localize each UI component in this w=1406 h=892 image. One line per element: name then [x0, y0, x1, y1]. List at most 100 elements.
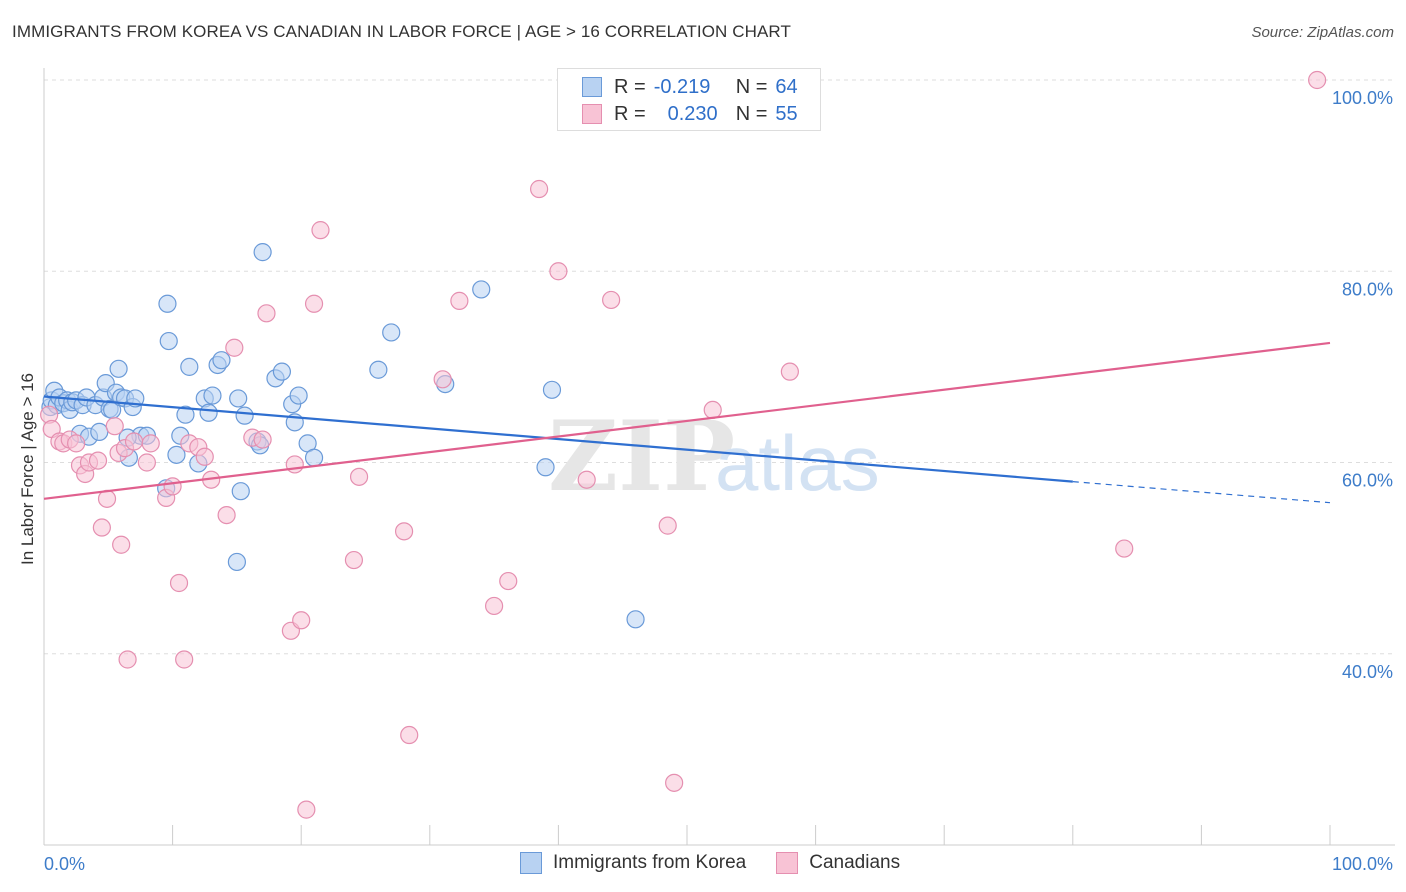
- point-korea: [231, 482, 250, 501]
- x-tick-label: 100.0%: [1332, 854, 1393, 874]
- y-tick-label: 100.0%: [1332, 88, 1393, 108]
- point-canadians: [344, 550, 364, 570]
- point-canadians: [225, 338, 244, 357]
- series-swatch-korea: [520, 852, 542, 874]
- point-canadians: [195, 447, 214, 466]
- point-canadians: [450, 291, 469, 310]
- legend-row-canadians: R = 0.230 N = 55: [582, 102, 798, 126]
- trendline-canadians: [43, 341, 1331, 500]
- series-legend-korea[interactable]: Immigrants from Korea: [520, 852, 746, 874]
- point-korea: [235, 406, 254, 425]
- legend-n-value-korea: 64: [775, 75, 798, 98]
- point-korea: [536, 458, 555, 477]
- y-tick-label: 80.0%: [1342, 279, 1393, 299]
- point-canadians: [297, 800, 316, 819]
- point-korea: [180, 357, 199, 376]
- point-canadians: [257, 304, 276, 323]
- x-tick-label: 0.0%: [44, 854, 85, 874]
- point-canadians: [285, 455, 304, 474]
- point-canadians: [292, 611, 311, 630]
- grid-lines: [44, 79, 1395, 655]
- legend-r-value-korea: -0.219: [653, 75, 711, 98]
- point-korea: [167, 445, 186, 464]
- point-canadians: [1308, 70, 1327, 90]
- legend-swatch-canadians: [582, 104, 602, 124]
- legend-n-label: N =: [735, 75, 768, 98]
- point-canadians: [67, 434, 86, 453]
- point-canadians: [665, 773, 684, 792]
- point-korea: [212, 351, 231, 370]
- point-canadians: [304, 294, 324, 313]
- y-tick-label: 60.0%: [1342, 471, 1393, 491]
- source-credit: Source: ZipAtlas.com: [1251, 24, 1394, 41]
- point-korea: [369, 360, 388, 379]
- legend-n-value-canadians: 55: [775, 102, 798, 125]
- point-canadians: [169, 573, 189, 593]
- series-legend-canadians[interactable]: Canadians: [776, 852, 900, 874]
- tick-labels: 40.0% 60.0% 80.0% 100.0% 0.0% 100.0%: [44, 88, 1393, 874]
- point-korea: [227, 552, 246, 572]
- point-korea: [229, 389, 248, 408]
- point-korea: [272, 362, 292, 381]
- point-canadians: [124, 432, 144, 451]
- point-canadians: [118, 650, 137, 669]
- y-axis-label: In Labor Force | Age > 16: [18, 372, 37, 565]
- point-canadians: [217, 505, 236, 525]
- point-korea: [158, 294, 177, 313]
- point-canadians: [349, 467, 369, 486]
- axes: [43, 68, 1395, 846]
- series-label-korea: Immigrants from Korea: [553, 852, 747, 873]
- point-korea: [199, 403, 218, 422]
- point-canadians: [530, 179, 549, 199]
- correlation-legend: R = -0.219 N = 64 R = 0.230 N = 55: [557, 68, 821, 131]
- series-swatch-canadians: [776, 852, 799, 874]
- legend-n-label: N =: [735, 102, 768, 125]
- point-korea: [90, 422, 109, 441]
- point-canadians: [577, 470, 596, 489]
- series-label-canadians: Canadians: [809, 852, 901, 873]
- point-korea: [176, 405, 195, 424]
- trendline-korea-extension: [1072, 481, 1331, 504]
- watermark: ZIP atlas: [548, 400, 880, 513]
- trendlines: [43, 341, 1331, 504]
- point-canadians: [88, 451, 108, 470]
- point-korea: [382, 323, 401, 342]
- point-canadians: [105, 417, 124, 436]
- legend-swatch-korea: [582, 77, 602, 97]
- point-canadians: [485, 596, 504, 616]
- point-canadians: [400, 725, 419, 745]
- chart-title: IMMIGRANTS FROM KOREA VS CANADIAN IN LAB…: [12, 22, 791, 41]
- point-canadians: [141, 434, 160, 453]
- y-tick-label: 40.0%: [1342, 662, 1393, 682]
- legend-row-korea: R = -0.219 N = 64: [582, 75, 798, 99]
- point-korea: [626, 610, 645, 629]
- point-canadians: [780, 362, 799, 381]
- point-korea: [472, 280, 491, 299]
- point-canadians: [112, 535, 131, 554]
- point-korea: [304, 448, 324, 467]
- point-canadians: [433, 370, 452, 389]
- legend-r-label: R =: [614, 75, 646, 98]
- point-canadians: [253, 430, 272, 449]
- point-canadians: [311, 221, 330, 240]
- legend-r-label: R =: [614, 102, 646, 125]
- point-canadians: [602, 290, 621, 310]
- trendline-korea: [43, 395, 1073, 483]
- point-canadians: [549, 262, 568, 281]
- legend-r-value-canadians: 0.230: [667, 102, 718, 125]
- point-korea: [159, 331, 178, 351]
- point-canadians: [163, 477, 182, 496]
- point-korea: [253, 243, 272, 262]
- point-canadians: [394, 522, 414, 541]
- point-canadians: [137, 453, 156, 472]
- series-legend: Immigrants from Korea Canadians: [520, 852, 930, 874]
- point-canadians: [175, 650, 194, 669]
- point-korea: [109, 359, 128, 378]
- point-canadians: [92, 518, 111, 537]
- point-korea: [542, 380, 562, 399]
- point-canadians: [1115, 539, 1134, 558]
- point-canadians: [703, 400, 722, 420]
- point-canadians: [658, 516, 677, 535]
- point-korea: [289, 386, 308, 405]
